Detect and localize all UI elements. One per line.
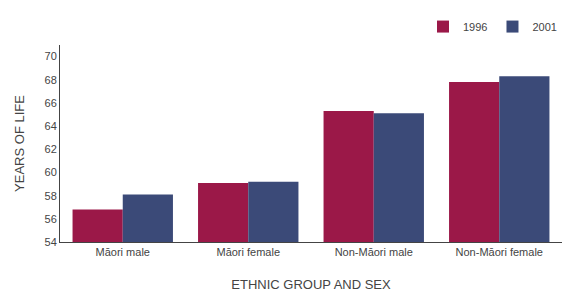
svg-text:64: 64 bbox=[45, 120, 57, 132]
svg-text:1996: 1996 bbox=[463, 21, 487, 33]
svg-text:Māori female: Māori female bbox=[216, 246, 280, 258]
svg-text:Māori male: Māori male bbox=[96, 246, 150, 258]
svg-text:56: 56 bbox=[45, 213, 57, 225]
svg-text:Non-Māori female: Non-Māori female bbox=[456, 246, 543, 258]
svg-text:2001: 2001 bbox=[532, 21, 556, 33]
svg-text:58: 58 bbox=[45, 190, 57, 202]
svg-text:66: 66 bbox=[45, 97, 57, 109]
svg-text:YEARS OF LIFE: YEARS OF LIFE bbox=[12, 95, 27, 192]
svg-text:ETHNIC GROUP AND SEX: ETHNIC GROUP AND SEX bbox=[231, 277, 391, 292]
svg-text:62: 62 bbox=[45, 143, 57, 155]
svg-text:Non-Māori male: Non-Māori male bbox=[335, 246, 413, 258]
svg-text:70: 70 bbox=[45, 50, 57, 62]
svg-text:60: 60 bbox=[45, 166, 57, 178]
svg-text:54: 54 bbox=[45, 236, 57, 248]
svg-text:68: 68 bbox=[45, 74, 57, 86]
